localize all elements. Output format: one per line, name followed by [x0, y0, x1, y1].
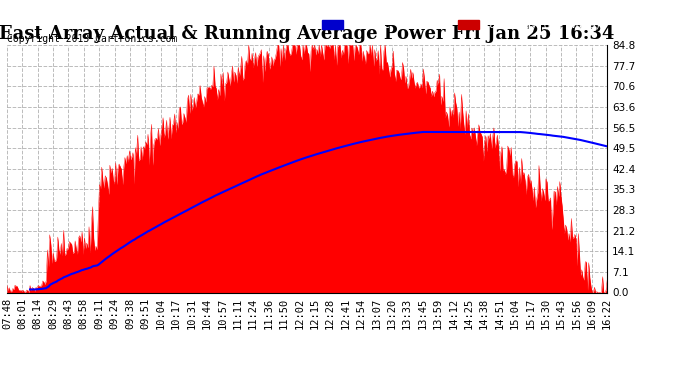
Text: Copyright 2013 Cartronics.com: Copyright 2013 Cartronics.com [7, 34, 177, 44]
Legend: Average  (DC Watts), East Array  (DC Watts): Average (DC Watts), East Array (DC Watts… [320, 18, 602, 32]
Title: East Array Actual & Running Average Power Fri Jan 25 16:34: East Array Actual & Running Average Powe… [0, 26, 615, 44]
